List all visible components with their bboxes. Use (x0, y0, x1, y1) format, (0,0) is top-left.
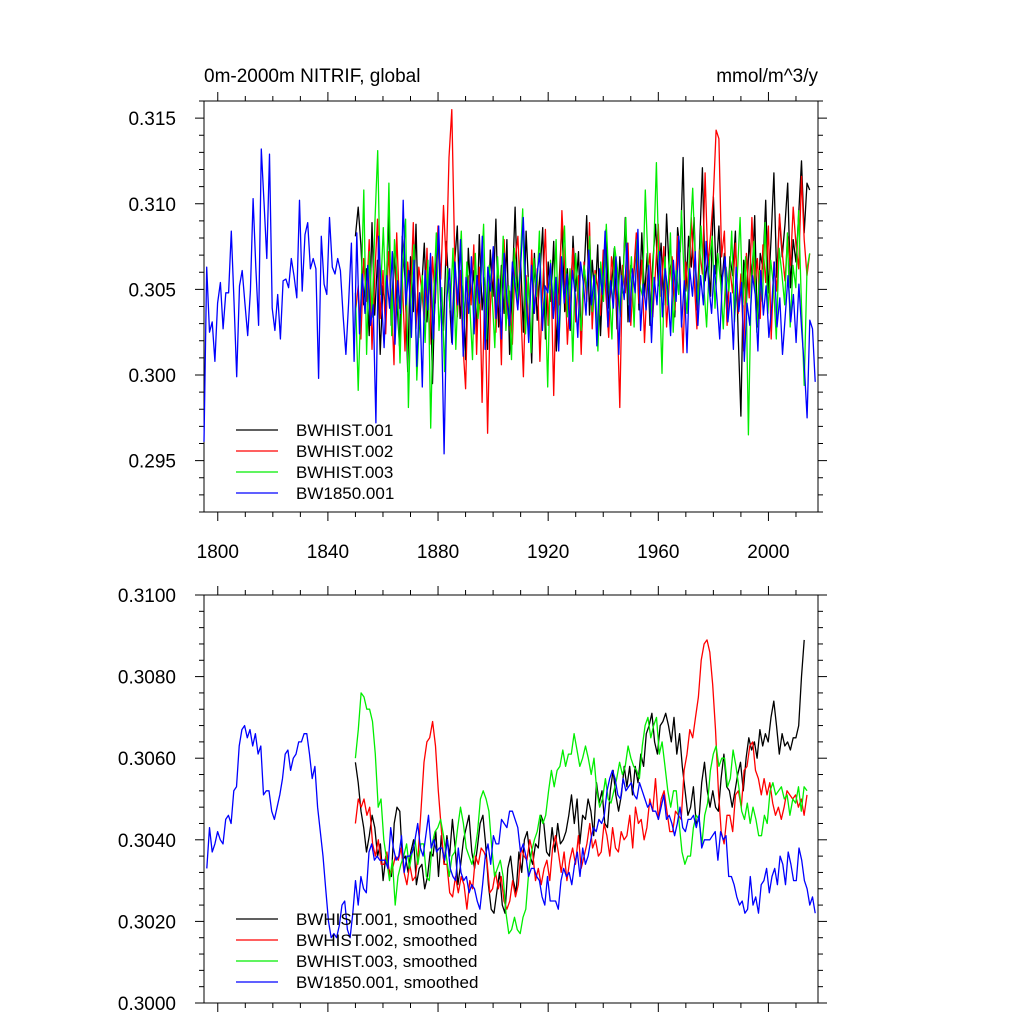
x-tick-label: 1880 (417, 542, 459, 563)
y-tick-label: 0.3000 (118, 994, 176, 1015)
y-tick-label: 0.3040 (118, 831, 176, 852)
y-tick-label: 0.3100 (118, 586, 176, 607)
x-tick-label: 1960 (637, 542, 679, 563)
x-tick-label: 1920 (527, 542, 569, 563)
y-tick-label: 0.310 (128, 195, 176, 216)
y-tick-label: 0.300 (128, 366, 176, 387)
legend-label: BW1850.001 (296, 484, 394, 503)
y-tick-label: 0.3060 (118, 749, 176, 770)
series-line-bwhist-003-smoothed (354, 692, 808, 935)
top-plot: 1800 1840 1880 1920 1960 2000 0.295 0.300 0.305 0… (128, 92, 827, 563)
series-line-bwhist-003 (354, 150, 811, 436)
x-tick-label: 2000 (747, 542, 789, 563)
top-chart-units: mmol/m^3/y (716, 66, 818, 87)
legend-label: BWHIST.002, smoothed (296, 931, 477, 950)
series-line-bw1850-001 (203, 148, 816, 455)
y-tick-label: 0.305 (128, 280, 176, 301)
top-chart-title: 0m-2000m NITRIF, global (204, 66, 420, 87)
x-tick-label: 1800 (197, 542, 239, 563)
x-tick-label: 1840 (307, 542, 349, 563)
y-tick-label: 0.3020 (118, 912, 176, 933)
legend-label: BWHIST.003, smoothed (296, 952, 477, 971)
bottom-plot: 0.3000 0.3020 0.3040 0.3060 0.3080 0.3100 BWHI… (118, 586, 827, 1015)
legend-label: BWHIST.003 (296, 463, 393, 482)
series-line-bwhist-001-smoothed (354, 639, 805, 914)
legend-label: BWHIST.001 (296, 421, 393, 440)
y-tick-label: 0.3080 (118, 668, 176, 689)
legend-label: BWHIST.001, smoothed (296, 910, 477, 929)
y-tick-label: 0.295 (128, 452, 176, 473)
legend-label: BWHIST.002 (296, 442, 393, 461)
legend-label: BW1850.001, smoothed (296, 973, 478, 992)
y-tick-label: 0.315 (128, 109, 176, 130)
series-line-bw1850-001-smoothed (206, 724, 816, 939)
plot-frame (203, 594, 819, 1004)
